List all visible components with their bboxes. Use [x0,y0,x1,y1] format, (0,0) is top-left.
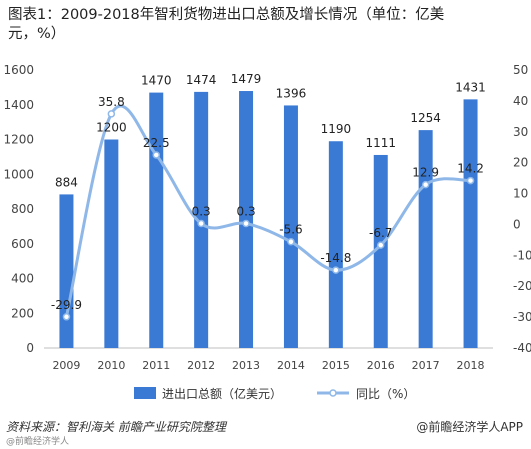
y-left-tick-label: 200 [11,306,34,320]
legend-line-label: 同比（%） [356,387,415,401]
y-left-tick-label: 1000 [3,167,34,181]
y-left-tick-label: 0 [26,341,34,355]
x-tick-label: 2015 [322,359,350,372]
y-left-tick-label: 800 [11,202,34,216]
sub-source-note: @前瞻经济学人 [6,437,70,447]
x-tick-label: 2010 [97,359,125,372]
legend-bar-label: 进出口总额（亿美元） [162,386,282,401]
bar-value-label: 1200 [96,121,127,135]
y-left-tick-label: 1400 [3,98,34,112]
line-value-label: 22.5 [143,136,170,150]
x-tick-label: 2011 [142,359,170,372]
growth-marker [421,180,430,189]
x-tick-label: 2016 [367,359,395,372]
bar-value-label: 1431 [455,80,486,94]
bar [59,194,74,348]
bar [328,141,343,348]
chart-axes: 02004006008001000120014001600-40-30-20-1… [3,63,531,372]
y-right-tick-label: 40 [513,94,528,108]
line-value-label: 0.3 [192,205,211,219]
chart-title-line1: 图表1：2009-2018年智利货物进出口总额及增长情况（单位：亿美 [8,7,445,23]
y-left-tick-label: 400 [11,272,34,286]
x-tick-label: 2017 [412,359,440,372]
bar [149,92,164,349]
source-note: 资料来源：智利海关 前瞻产业研究院整理 [6,420,226,434]
bar [104,139,119,348]
line-value-label: 35.8 [98,95,125,109]
growth-marker [466,176,475,185]
growth-line [64,104,471,318]
y-right-tick-label: -20 [513,279,531,293]
bar-value-label: 1474 [186,73,217,87]
x-tick-label: 2009 [52,359,80,372]
line-series [62,104,475,321]
bar [418,130,433,348]
line-value-label: -5.6 [279,223,302,237]
y-right-tick-label: 10 [513,187,528,201]
legend-bar-swatch [134,387,156,399]
line-value-label: 14.2 [457,162,484,176]
bar-series [59,91,478,349]
growth-marker [377,241,385,249]
x-tick-label: 2012 [187,359,215,372]
y-right-tick-label: 0 [513,217,521,231]
growth-marker [197,219,205,228]
chart-title: 图表1：2009-2018年智利货物进出口总额及增长情况（单位：亿美 元，%） [8,6,520,44]
y-left-tick-label: 1600 [3,63,34,77]
y-left-tick-label: 1200 [3,133,34,147]
bar-value-label: 1470 [141,74,172,88]
bar-value-label: 1111 [365,136,396,150]
growth-marker [242,219,250,228]
bar [239,91,254,349]
growth-marker [332,266,340,274]
data-labels: 884 1200 1470 1474 1479 1396 1190 1111 1254 1431 -… [51,72,486,312]
line-value-label: -6.7 [369,226,392,240]
chart-legend: 进出口总额（亿美元） 同比（%） [134,386,415,401]
bar-value-label: 1254 [410,111,441,125]
y-right-tick-label: -30 [513,310,531,324]
x-tick-label: 2018 [457,359,485,372]
line-value-label: -14.8 [320,251,351,265]
line-value-label: 12.9 [412,166,439,180]
x-tick-label: 2013 [232,359,260,372]
line-value-label: 0.3 [237,205,256,219]
x-tick-label: 2014 [277,359,305,372]
y-right-tick-label: 30 [513,125,528,139]
growth-marker [62,313,71,321]
growth-marker [287,237,295,246]
bar-value-label: 1396 [276,86,307,100]
bar [463,99,478,349]
bar-value-label: 1479 [231,72,262,86]
growth-marker [107,110,116,118]
bar [283,105,298,348]
legend-line-marker [329,389,337,397]
y-right-tick-label: -40 [513,341,531,355]
y-left-tick-label: 600 [11,237,34,251]
bar-value-label: 884 [55,175,78,189]
growth-marker [152,151,160,159]
bar-value-label: 1190 [321,122,352,136]
y-right-tick-label: -10 [513,248,531,262]
y-right-tick-label: 50 [513,63,528,77]
bar [373,154,388,348]
brand-watermark: @前瞻经济学人APP [416,420,523,434]
y-right-tick-label: 20 [513,156,528,170]
line-value-label: -29.9 [51,298,82,312]
chart-title-line2: 元，%） [8,26,66,42]
